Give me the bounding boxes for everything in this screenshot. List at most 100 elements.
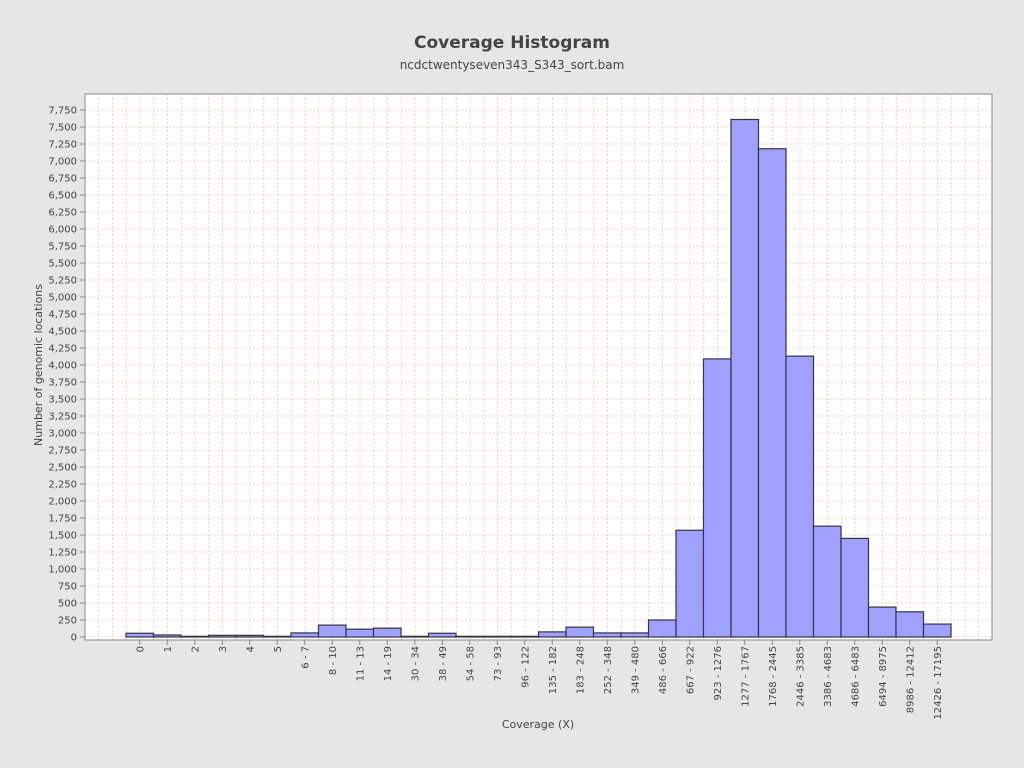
x-axis-label: Coverage (X) [502,718,574,731]
y-tick-label: 7,000 [48,157,77,168]
y-tick-label: 1,000 [48,565,77,576]
histogram-bar [235,634,265,638]
x-tick-label: 4 [245,646,256,652]
histogram-bar [125,632,155,638]
x-tick-label: 1768 - 2445 [768,646,779,707]
x-tick-label: 1277 - 1767 [740,646,751,707]
histogram-bar [152,634,182,638]
y-tick-label: 4,750 [48,310,77,321]
histogram-bar [345,628,375,638]
y-tick-label: 2,750 [48,446,77,457]
x-tick-label: 6 - 7 [300,646,311,669]
histogram-bar [785,355,815,638]
x-tick-label: 3386 - 4683 [823,646,834,707]
axes: 02505007501,0001,2501,5001,7502,0002,250… [48,94,992,720]
histogram-bar [840,537,870,638]
y-tick-label: 5,250 [48,276,77,287]
chart-title: Coverage Histogram [414,33,610,53]
y-tick-label: 2,500 [48,463,77,474]
x-tick-label: 183 - 248 [575,646,586,694]
x-tick-label: 923 - 1276 [713,646,724,701]
y-tick-label: 500 [58,599,77,610]
histogram-bar [427,632,457,638]
histogram-bar [812,525,842,638]
y-tick-label: 6,500 [48,191,77,202]
histogram-bar [895,611,925,638]
y-tick-label: 5,000 [48,293,77,304]
y-tick-label: 4,000 [48,361,77,372]
y-tick-label: 750 [58,582,77,593]
histogram-bar [372,627,402,638]
y-tick-label: 6,750 [48,174,77,185]
x-tick-label: 349 - 480 [630,646,641,694]
y-tick-label: 6,000 [48,225,77,236]
y-tick-label: 5,500 [48,259,77,270]
chart-subtitle: ncdctwentyseven343_S343_sort.bam [400,58,625,72]
y-tick-label: 6,250 [48,208,77,219]
y-tick-label: 2,000 [48,497,77,508]
x-tick-label: 2446 - 3385 [795,646,806,707]
histogram-bar [537,631,567,638]
y-tick-label: 250 [58,616,77,627]
histogram-bar [620,632,650,638]
histogram-bar [207,634,237,638]
x-tick-label: 1 [163,646,174,652]
y-tick-label: 1,500 [48,531,77,542]
histogram-bar [592,632,622,638]
y-tick-label: 3,750 [48,378,77,389]
y-tick-label: 1,250 [48,548,77,559]
histogram-bar [262,635,292,638]
x-tick-label: 14 - 19 [383,646,394,681]
x-tick-label: 5 [273,646,284,652]
grid-lines [85,94,992,640]
histogram-bar [400,635,430,638]
x-tick-label: 30 - 34 [410,646,421,681]
histogram-bar [290,632,320,638]
histogram-bar [317,624,347,638]
x-tick-label: 2 [190,646,201,652]
x-tick-label: 252 - 348 [603,646,614,694]
histogram-bar [565,626,595,638]
x-tick-label: 96 - 122 [520,646,531,688]
x-tick-label: 54 - 58 [465,646,476,681]
x-tick-label: 8986 - 12412 [905,646,916,713]
x-tick-label: 38 - 49 [438,646,449,681]
y-tick-label: 3,500 [48,395,77,406]
x-tick-label: 486 - 666 [658,646,669,694]
x-tick-label: 3 [218,646,229,652]
histogram-bar [922,623,952,638]
histogram-bar [455,635,485,638]
y-tick-label: 4,500 [48,327,77,338]
x-tick-label: 0 [135,646,146,652]
x-tick-label: 4686 - 6483 [850,646,861,707]
y-tick-label: 7,500 [48,123,77,134]
histogram-bar [482,635,512,638]
histogram-bar [702,358,732,638]
y-tick-label: 3,000 [48,429,77,440]
histogram-bar [647,619,677,638]
histogram-bar [867,606,897,638]
y-tick-label: 2,250 [48,480,77,491]
histogram-bar [757,148,787,638]
bars [125,118,952,638]
histogram-bar [510,635,540,638]
y-tick-label: 1,750 [48,514,77,525]
x-tick-label: 8 - 10 [328,646,339,675]
histogram-bar [730,118,760,638]
x-tick-label: 11 - 13 [355,646,366,681]
histogram-bar [675,529,705,638]
y-tick-label: 7,250 [48,140,77,151]
y-tick-label: 4,250 [48,344,77,355]
y-tick-label: 5,750 [48,242,77,253]
y-tick-label: 3,250 [48,412,77,423]
x-tick-label: 73 - 93 [493,646,504,681]
y-axis-label: Number of genomic locations [32,284,45,446]
histogram-bar [180,635,210,638]
x-tick-label: 135 - 182 [548,646,559,694]
y-tick-label: 7,750 [48,106,77,117]
x-tick-label: 667 - 922 [685,646,696,694]
x-tick-label: 12426 - 17195 [933,646,944,720]
y-tick-label: 0 [71,633,77,644]
x-tick-label: 6494 - 8975 [878,646,889,707]
